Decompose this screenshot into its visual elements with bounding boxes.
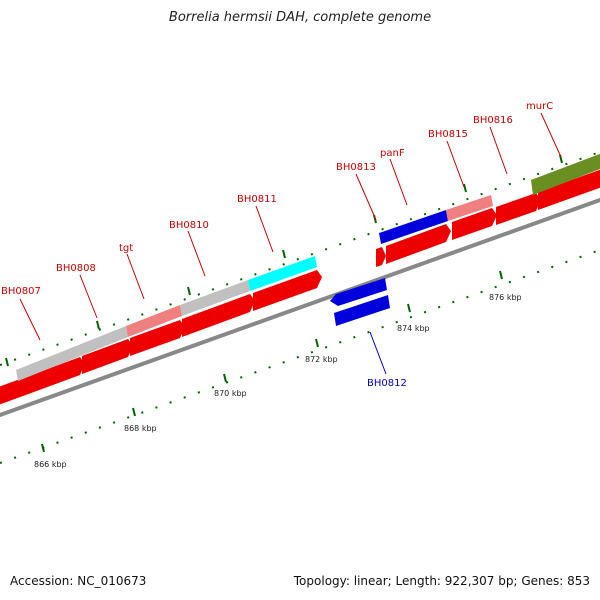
gene-label-bh0816[interactable]: BH0816 <box>473 115 513 126</box>
gene-arrow[interactable] <box>130 320 185 356</box>
gene-label-bh0807[interactable]: BH0807 <box>1 286 41 297</box>
tick-track-lower <box>0 249 600 464</box>
label-connectors <box>19 112 562 375</box>
kbp-label: 872 kbp <box>305 355 338 364</box>
gene-label-bh0811[interactable]: BH0811 <box>237 194 277 205</box>
gene-arrow[interactable] <box>0 378 28 408</box>
kbp-label: 874 kbp <box>397 324 430 333</box>
gene-label-tgt[interactable]: tgt <box>119 243 133 254</box>
gene-label-bh0810[interactable]: BH0810 <box>169 220 209 231</box>
gene-arrow[interactable] <box>452 208 497 240</box>
genome-backbone <box>0 198 600 417</box>
gene-arrow[interactable] <box>23 357 85 396</box>
kbp-label: 876 kbp <box>489 293 522 302</box>
rna-bar[interactable] <box>16 326 128 381</box>
gene-arrow[interactable] <box>386 224 451 264</box>
tick-track-upper <box>0 151 600 366</box>
gene-label-bh0815[interactable]: BH0815 <box>428 129 468 140</box>
gene-arrow[interactable] <box>330 278 387 306</box>
feature-bars <box>16 152 600 381</box>
gene-label-panf[interactable]: panF <box>380 148 405 159</box>
gene-arrow[interactable] <box>334 295 390 326</box>
rna-bar[interactable] <box>379 210 448 244</box>
gene-arrow[interactable] <box>253 270 322 311</box>
kbp-label: 868 kbp <box>124 424 157 433</box>
accession-text: Accession: NC_010673 <box>10 574 147 588</box>
kbp-label: 870 kbp <box>214 389 247 398</box>
rna-bar[interactable] <box>126 305 182 337</box>
rna-bar[interactable] <box>531 152 600 195</box>
gene-arrow[interactable] <box>82 339 133 374</box>
reverse-cds-track <box>330 278 390 326</box>
gene-labels: BH0807 BH0808 tgt BH0810 BH0811 BH0813 p… <box>1 101 553 389</box>
gene-label-murc[interactable]: murC <box>526 101 553 112</box>
gene-arrow[interactable] <box>182 294 255 337</box>
rna-bar[interactable] <box>180 280 250 316</box>
gene-label-bh0812[interactable]: BH0812 <box>367 378 407 389</box>
gene-label-bh0808[interactable]: BH0808 <box>56 263 96 274</box>
gene-label-bh0813[interactable]: BH0813 <box>336 162 376 173</box>
rna-bar[interactable] <box>248 256 317 291</box>
gene-arrow[interactable] <box>496 193 541 225</box>
forward-cds-track <box>0 168 600 408</box>
gene-arrow[interactable] <box>538 168 600 210</box>
gene-arrow[interactable] <box>376 247 386 267</box>
genome-summary-text: Topology: linear; Length: 922,307 bp; Ge… <box>293 574 590 588</box>
kbp-label: 866 kbp <box>34 460 67 469</box>
major-ticks-upper <box>5 154 563 367</box>
genome-title: Borrelia hermsii DAH, complete genome <box>168 10 432 25</box>
major-ticks-lower <box>41 270 503 453</box>
rna-bar[interactable] <box>446 195 493 221</box>
